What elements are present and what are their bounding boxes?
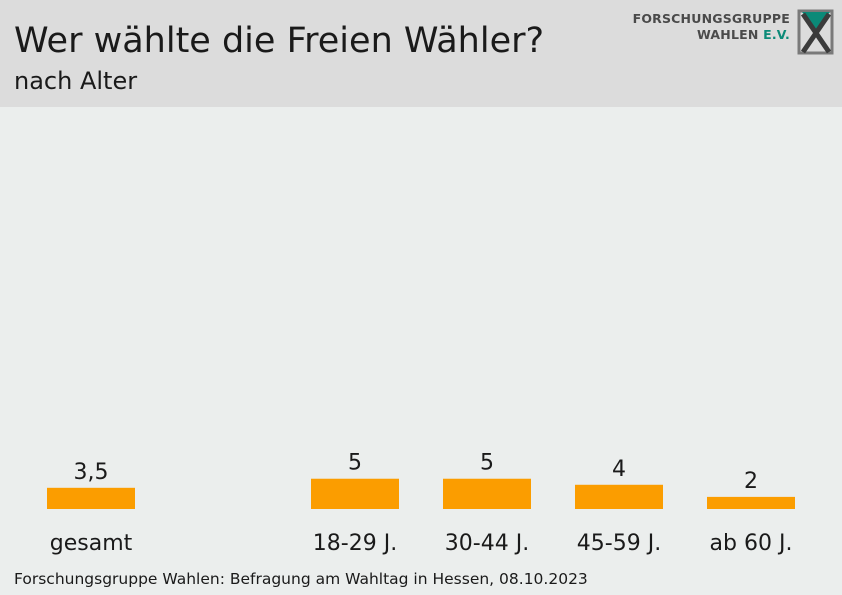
value-label-2: 5 xyxy=(480,451,494,476)
header-band: Wer wählte die Freien Wähler? nach Alter… xyxy=(0,0,842,107)
page-subtitle: nach Alter xyxy=(14,67,138,95)
bar-chart: 3,5 gesamt 5 18-29 J. 5 30-44 J. 4 45-59 J. 2 ab … xyxy=(47,451,795,556)
category-label-2: 30-44 J. xyxy=(445,531,529,556)
bar-3 xyxy=(575,484,663,509)
bars-layer: 3,5 gesamt 5 18-29 J. 5 30-44 J. 4 45-59 J. 2 ab … xyxy=(47,451,795,556)
value-label-1: 5 xyxy=(348,451,362,476)
bar-1 xyxy=(311,478,399,509)
category-label-0: gesamt xyxy=(50,531,133,556)
fgw-x-logo-icon xyxy=(797,9,834,55)
category-label-1: 18-29 J. xyxy=(313,531,397,556)
value-label-4: 2 xyxy=(744,469,758,494)
bar-4 xyxy=(707,496,795,509)
logo-line-2: WAHLEN E.V. xyxy=(633,27,790,43)
bar-0 xyxy=(47,487,135,509)
bar-2 xyxy=(443,478,531,509)
logo-text: FORSCHUNGSGRUPPE WAHLEN E.V. xyxy=(633,11,790,43)
page-title: Wer wählte die Freien Wähler? xyxy=(14,21,545,61)
logo-line-2-name: WAHLEN xyxy=(697,27,759,42)
logo-line-2-suffix: E.V. xyxy=(763,27,790,42)
category-label-4: ab 60 J. xyxy=(710,531,793,556)
category-label-3: 45-59 J. xyxy=(577,531,661,556)
logo-line-1: FORSCHUNGSGRUPPE xyxy=(632,11,790,26)
value-label-3: 4 xyxy=(612,457,626,482)
value-label-0: 3,5 xyxy=(74,460,109,485)
source-note: Forschungsgruppe Wahlen: Befragung am Wa… xyxy=(14,570,588,588)
